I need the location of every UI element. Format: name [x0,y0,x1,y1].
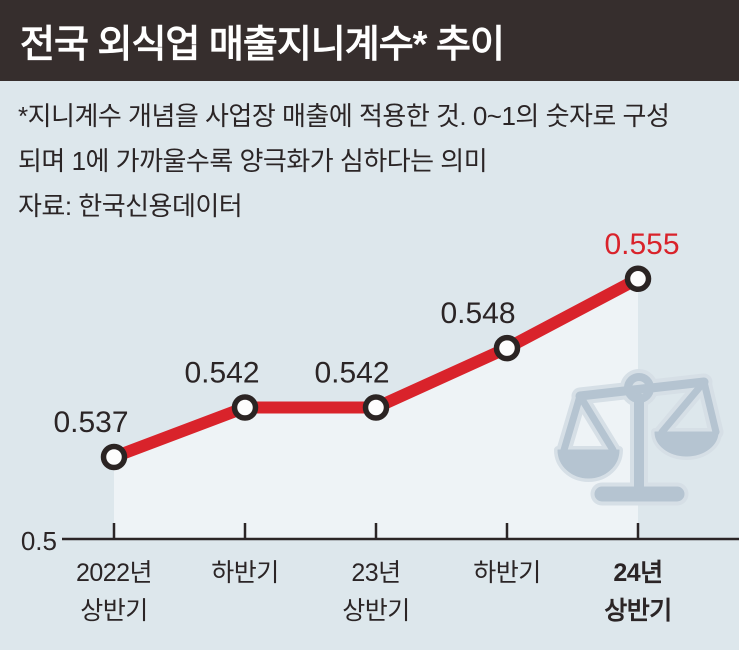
data-point-marker [362,394,390,421]
header-bar: 전국 외식업 매출지니계수* 추이 [0,0,739,81]
balance-pivot [624,373,654,403]
y-axis-baseline-label: 0.5 [21,526,57,556]
trend-line [108,272,644,463]
footnote-line-2: 되며 1에 가까울수록 양극화가 심하다는 의미 [18,146,488,176]
x-axis-label: 상반기 [80,597,148,625]
data-point-marker [100,443,128,471]
x-axis-label: 상반기 [342,597,410,625]
data-point-marker [493,334,521,362]
x-axis-label: 하반기 [473,559,541,587]
x-axis-label: 하반기 [211,559,279,587]
value-label-highlight: 0.555 [604,228,679,261]
area-fill [114,278,638,539]
data-point-marker [231,394,259,421]
balance-beam [575,377,709,401]
footnote-line-1: *지니계수 개념을 사업장 매출에 적용한 것. 0~1의 숫자로 구성 [18,101,670,131]
value-label: 0.542 [314,357,389,390]
balance-right-pan [654,431,719,457]
value-label: 0.542 [184,357,259,390]
x-axis-label: 2022년 [76,559,152,587]
value-label: 0.537 [53,406,128,439]
balance-pivot-halo [620,369,658,407]
balance-beam-halo [571,373,713,405]
value-label: 0.548 [440,297,515,330]
page-title: 전국 외식업 매출지니계수* 추이 [20,24,505,66]
balance-left-pan [557,449,620,479]
x-axis-label: 상반기 [604,597,672,625]
data-point-marker [624,265,652,293]
chart-notes: *지니계수 개념을 사업장 매출에 적용한 것. 0~1의 숫자로 구성 되며 … [18,94,728,229]
source-text: 자료: 한국신용데이터 [18,191,243,221]
x-axis-label: 24년 [613,559,662,587]
x-axis-label: 23년 [351,559,400,587]
